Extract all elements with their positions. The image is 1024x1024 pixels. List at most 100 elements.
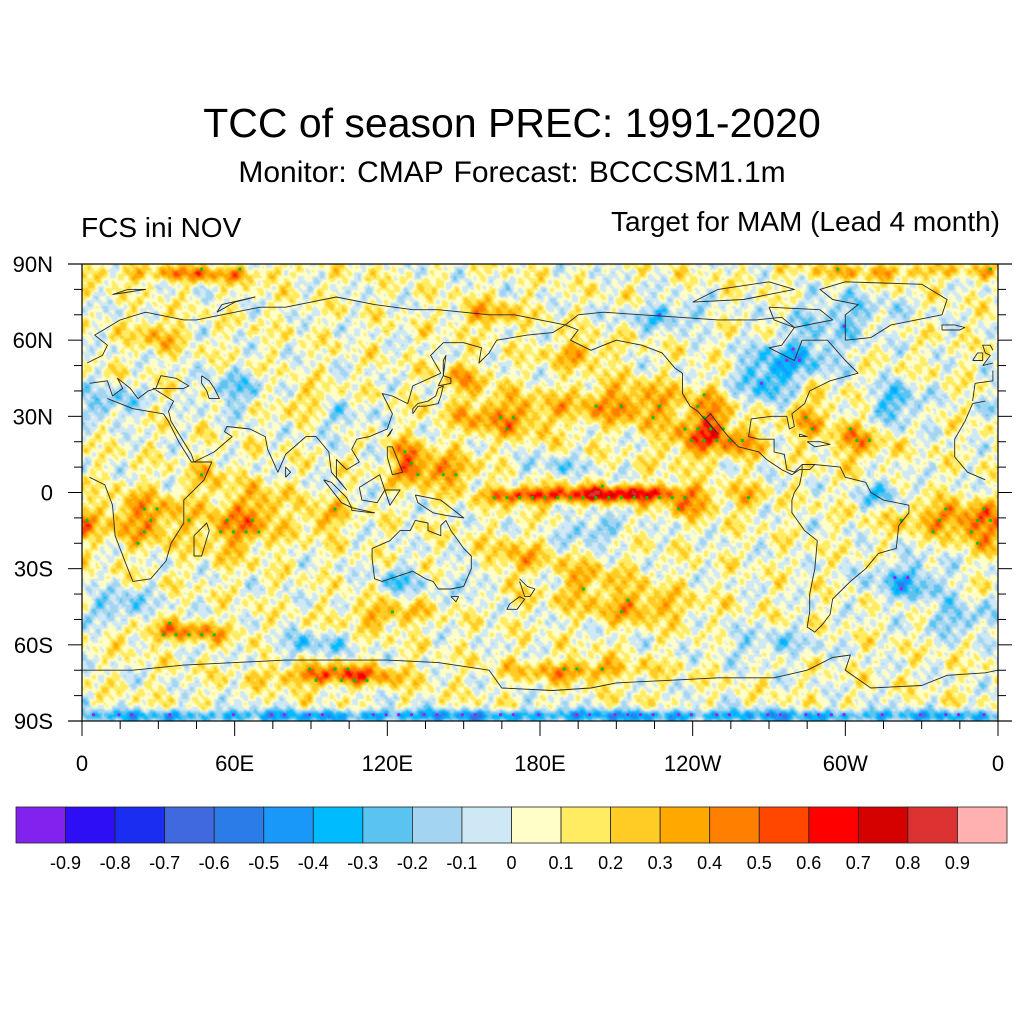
significance-marker-positive — [626, 598, 630, 603]
significance-marker-negative — [117, 713, 121, 717]
coastline-segment — [972, 352, 984, 361]
coastline-segment — [799, 433, 808, 438]
significance-marker-positive — [702, 438, 706, 443]
significance-marker-negative — [320, 713, 325, 717]
x-tick-label: 0 — [992, 751, 1004, 776]
colorbar-level-label: 0.9 — [945, 853, 970, 873]
significance-marker-negative — [308, 713, 312, 717]
significance-marker-positive — [200, 473, 204, 477]
coastline-segment — [193, 522, 210, 557]
x-tick-label: 120E — [362, 751, 413, 776]
significance-marker-negative — [829, 713, 833, 717]
significance-marker-negative — [282, 713, 286, 717]
significance-marker-positive — [804, 416, 808, 420]
colorbar-box — [857, 806, 909, 844]
significance-marker-positive — [441, 473, 445, 477]
significance-marker-positive — [594, 404, 598, 408]
significance-marker-positive — [619, 496, 624, 500]
significance-marker-negative — [371, 713, 375, 717]
significance-marker-positive — [708, 427, 713, 431]
significance-marker-positive — [867, 438, 872, 443]
significance-marker-positive — [136, 541, 140, 545]
colorbar-box — [411, 806, 463, 844]
y-tick-label: 30S — [14, 557, 53, 582]
significance-marker-negative — [791, 347, 795, 351]
colorbar-box — [213, 806, 265, 844]
significance-marker-positive — [702, 416, 706, 420]
x-tick-label: 120W — [664, 751, 722, 776]
x-tick-label: 60E — [215, 751, 254, 776]
coastline-segment — [982, 362, 994, 367]
significance-marker-positive — [225, 518, 229, 523]
significance-marker-positive — [600, 484, 604, 488]
colorbar-box — [15, 806, 66, 844]
y-tick-label: 90N — [13, 252, 53, 277]
significance-marker-positive — [142, 530, 146, 534]
significance-marker-positive — [651, 416, 655, 420]
significance-marker-positive — [187, 518, 191, 523]
significance-marker-positive — [454, 473, 458, 477]
coastline-segment — [386, 428, 393, 437]
significance-marker-positive — [333, 507, 337, 511]
significance-marker-positive — [696, 427, 700, 431]
significance-marker-negative — [804, 713, 808, 717]
coastline-segment — [972, 400, 986, 405]
coastline-segment — [323, 479, 353, 509]
significance-marker-negative — [499, 713, 503, 717]
x-tick-label: 180E — [514, 751, 565, 776]
significance-marker-positive — [689, 438, 694, 443]
colorbar-level-label: -0.8 — [100, 853, 131, 873]
significance-marker-positive — [581, 496, 585, 500]
significance-marker-positive — [740, 438, 744, 443]
significance-marker-negative — [880, 713, 884, 717]
significance-marker-positive — [168, 621, 172, 625]
colorbar-level-label: -0.5 — [248, 853, 279, 873]
coastline-segment — [82, 654, 998, 691]
coastline-segment — [414, 494, 465, 519]
coastline-segment — [954, 403, 986, 481]
colorbar-box — [560, 806, 611, 844]
significance-marker-negative — [91, 713, 96, 717]
significance-marker-positive — [530, 496, 535, 500]
significance-marker-positive — [505, 496, 509, 500]
significance-marker-positive — [499, 416, 503, 420]
significance-marker-negative — [899, 587, 903, 591]
significance-marker-positive — [161, 633, 165, 637]
significance-marker-positive — [594, 496, 598, 500]
colorbar-level-label: 0.1 — [548, 853, 573, 873]
coastline-segment — [351, 507, 376, 514]
colorbar-level-label: -0.1 — [446, 853, 477, 873]
colorbar-box — [957, 806, 1008, 844]
coastline-segment — [89, 398, 213, 582]
significance-marker-negative — [957, 713, 961, 717]
significance-marker-negative — [435, 713, 439, 717]
significance-marker-positive — [212, 633, 216, 637]
y-tick-label: 60N — [13, 328, 53, 353]
colorbar-level-label: 0.7 — [846, 853, 871, 873]
colorbar-box — [65, 806, 116, 844]
significance-marker-negative — [397, 713, 401, 717]
significance-marker-negative — [677, 713, 681, 717]
y-tick-label: 90S — [14, 709, 53, 734]
y-tick-label: 0 — [41, 481, 53, 506]
colorbar-box — [263, 806, 314, 844]
significance-marker-positive — [969, 530, 973, 534]
map-axes: 90N 60N 30N 0 30S 60S 90S 0 60E 120E 180E 120W 60W 0 — [13, 252, 1012, 776]
colorbar-level-label: -0.7 — [149, 853, 180, 873]
significance-marker-negative — [944, 713, 948, 717]
significance-marker-positive — [346, 667, 350, 671]
significance-marker-positive — [174, 633, 178, 637]
significance-marker-negative — [537, 713, 541, 717]
significance-marker-positive — [683, 496, 687, 500]
significance-marker-negative — [766, 713, 770, 717]
significance-marker-positive — [976, 541, 980, 545]
significance-marker-positive — [988, 518, 993, 523]
coastline-segment — [112, 288, 147, 295]
coastline-segment — [216, 296, 256, 313]
significance-marker-negative — [785, 358, 789, 363]
significance-marker-positive — [511, 416, 515, 420]
coastline-segment — [358, 474, 386, 504]
significance-marker-positive — [308, 667, 312, 671]
colorbar-box — [461, 806, 512, 844]
colorbar-level-label: 0.6 — [796, 853, 821, 873]
